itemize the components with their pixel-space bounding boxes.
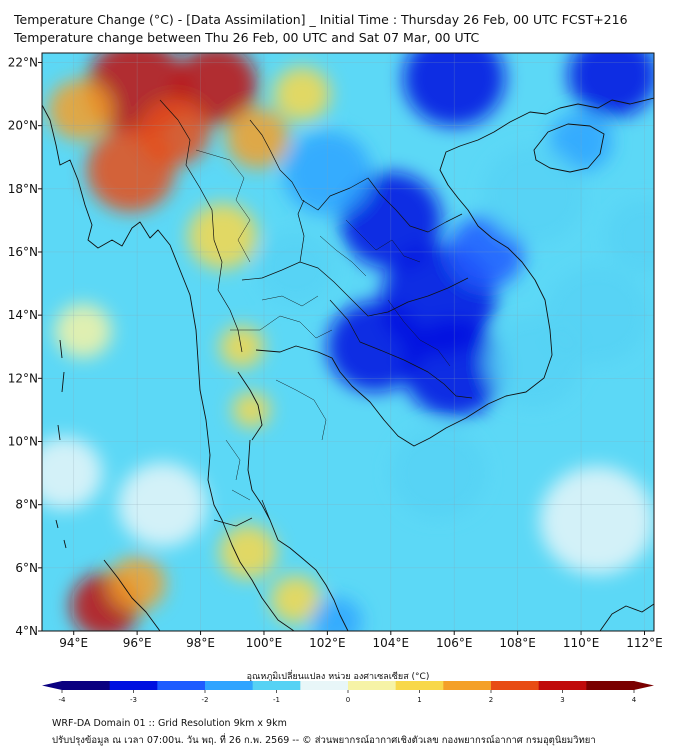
field-blob	[311, 597, 363, 631]
field-blob	[390, 427, 486, 519]
andaman-islands	[55, 339, 67, 549]
lon-tick-label: 96°E	[123, 636, 152, 650]
temperature-field	[42, 53, 654, 631]
lat-tick-label: 22°N	[8, 55, 38, 69]
colorbar-tick-label: -4	[59, 696, 67, 704]
field-blob	[482, 146, 585, 244]
lat-tick-label: 8°N	[15, 498, 38, 512]
field-blob	[340, 172, 442, 269]
field-blob	[225, 108, 290, 169]
colorbar-segment	[157, 681, 206, 690]
field-blob	[140, 98, 211, 166]
lon-tick-label: 112°E	[626, 636, 663, 650]
lat-tick-label: 18°N	[8, 182, 38, 196]
model-info: WRF-DA Domain 01 :: Grid Resolution 9km …	[52, 718, 287, 729]
lat-tick-label: 12°N	[8, 371, 38, 385]
update-info: ปรับปรุงข้อมูล ณ เวลา 07:00น. วัน พฤ. ที…	[52, 735, 596, 746]
colorbar-segment	[586, 681, 635, 690]
colorbar-segment	[443, 681, 492, 690]
colorbar-segment	[205, 681, 254, 690]
field-blob	[219, 524, 277, 580]
coastlines-and-borders	[42, 97, 654, 631]
field-blob	[42, 436, 103, 510]
lon-tick-label: 106°E	[436, 636, 473, 650]
sumatra-coastline	[103, 559, 161, 631]
lat-tick-label: 10°N	[8, 434, 38, 448]
mainland-coastline	[42, 97, 654, 631]
colorbar-tick-label: -3	[130, 696, 137, 704]
field-blob	[187, 203, 258, 270]
graticule	[42, 53, 654, 631]
lat-tick-label: 14°N	[8, 308, 38, 322]
colorbar-ticks: -4 -3 -2 -1 0 1 2 3 4	[59, 690, 637, 704]
country-borders	[159, 99, 473, 527]
lat-tick-label: 16°N	[8, 245, 38, 259]
colorbar-max-extend	[634, 681, 654, 690]
colorbar-segments	[42, 681, 654, 690]
colorbar-segment	[62, 681, 111, 690]
lon-tick-label: 100°E	[246, 636, 283, 650]
lon-tick-label: 98°E	[186, 636, 215, 650]
lat-tick-label: 20°N	[8, 119, 38, 133]
field-blob	[282, 130, 372, 216]
field-blob	[219, 325, 264, 368]
colorbar-tick-label: -2	[202, 696, 209, 704]
lon-tick-label: 108°E	[499, 636, 536, 650]
field-blob	[257, 231, 334, 304]
colorbar-tick-label: 4	[632, 696, 637, 704]
field-blob	[549, 111, 613, 172]
field-blob	[48, 79, 112, 140]
colorbar-tick-label: 0	[346, 696, 350, 704]
map-plot-area	[42, 53, 654, 631]
temperature-change-map: 94°E 96°E 98°E 100°E 102°E 104°E 106°E 108°E 110…	[8, 52, 663, 650]
lon-tick-label: 104°E	[373, 636, 410, 650]
colorbar-segment	[491, 681, 540, 690]
colorbar: -4 -3 -2 -1 0 1 2 3 4	[42, 681, 654, 704]
map-title: Temperature Change (°C) - [Data Assimila…	[14, 12, 628, 27]
colorbar-title: อุณหภูมิเปลี่ยนแปลง หน่วย องศาเซลเซียส (…	[246, 672, 430, 682]
lat-tick-label: 4°N	[15, 624, 38, 638]
colorbar-tick-label: -1	[273, 696, 280, 704]
field-blob	[539, 466, 654, 575]
colorbar-tick-label: 3	[560, 696, 564, 704]
colorbar-segment	[348, 681, 397, 690]
hainan-island	[533, 123, 605, 173]
plot-frame	[41, 52, 655, 632]
colorbar-min-extend	[42, 681, 62, 690]
axis-ticks: 94°E 96°E 98°E 100°E 102°E 104°E 106°E 108°E 110…	[8, 55, 663, 650]
field-blob	[232, 391, 271, 428]
colorbar-segment	[300, 681, 349, 690]
field-blob	[118, 462, 207, 547]
field-blob	[568, 53, 654, 118]
colorbar-segment	[395, 681, 444, 690]
lon-tick-label: 110°E	[563, 636, 600, 650]
colorbar-segment	[538, 681, 587, 690]
map-subtitle: Temperature change between Thu 26 Feb, 0…	[14, 30, 480, 45]
lon-tick-label: 102°E	[309, 636, 346, 650]
colorbar-tick-label: 2	[489, 696, 493, 704]
lon-tick-label: 94°E	[59, 636, 88, 650]
borneo-coastline	[599, 603, 654, 631]
colorbar-tick-label: 1	[417, 696, 421, 704]
lat-tick-label: 6°N	[15, 561, 38, 575]
field-blob	[273, 66, 331, 122]
field-blob	[606, 200, 654, 273]
field-blob	[546, 266, 648, 364]
field-blob	[108, 556, 166, 611]
field-blob	[327, 301, 423, 392]
province-boundaries	[195, 149, 451, 501]
colorbar-segment	[109, 681, 158, 690]
field-blob	[270, 575, 322, 624]
field-blob	[403, 53, 505, 127]
field-blob	[54, 303, 112, 359]
colorbar-segment	[252, 681, 301, 690]
